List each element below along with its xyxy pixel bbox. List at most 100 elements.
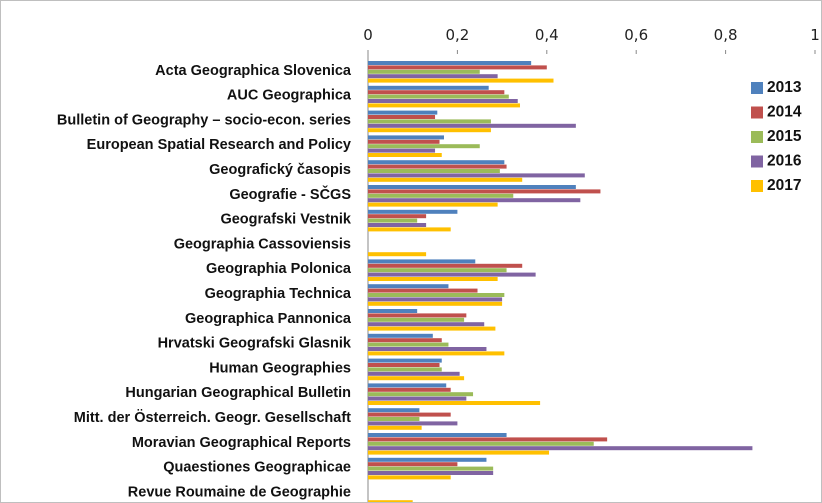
bar xyxy=(368,313,467,318)
bar xyxy=(368,78,554,83)
bar xyxy=(368,223,427,227)
legend-swatch xyxy=(751,106,763,119)
bar xyxy=(368,441,594,446)
bar xyxy=(368,471,494,475)
bar xyxy=(368,338,442,343)
bar xyxy=(368,288,478,293)
bar xyxy=(368,450,550,455)
bar xyxy=(368,317,465,322)
series-2013 xyxy=(368,61,576,462)
bar xyxy=(368,214,427,219)
bar xyxy=(368,153,442,157)
bar xyxy=(368,433,507,437)
x-tick-label: 0,4 xyxy=(535,26,559,44)
category-axis: Acta Geographica Slovenica AUC Geographic… xyxy=(57,63,352,501)
bar xyxy=(368,347,487,351)
category-label: Geographia Technica xyxy=(205,286,352,302)
bar xyxy=(368,69,480,74)
bar xyxy=(368,164,507,169)
bar xyxy=(368,65,547,70)
bar xyxy=(368,417,420,421)
bar xyxy=(368,412,451,417)
bar xyxy=(368,297,503,302)
bar xyxy=(368,387,451,392)
bar xyxy=(368,408,420,413)
bar xyxy=(368,500,413,502)
bar-series-group xyxy=(368,61,753,502)
bar xyxy=(368,252,427,257)
category-label: Moravian Geographical Reports xyxy=(132,435,351,451)
bar xyxy=(368,367,442,372)
category-label: Acta Geographica Slovenica xyxy=(155,63,352,79)
bar xyxy=(368,115,436,119)
bar xyxy=(368,392,474,397)
bar xyxy=(368,462,458,467)
bar xyxy=(368,148,436,153)
bar xyxy=(368,169,500,173)
category-label: Mitt. der Österreich. Geogr. Gesellschaf… xyxy=(74,409,351,426)
category-label: Human Geographies xyxy=(209,360,351,376)
bar xyxy=(368,376,465,381)
series-2016 xyxy=(368,74,753,475)
legend-label: 2016 xyxy=(767,153,802,170)
category-label: Hrvatski Geografski Glasnik xyxy=(158,336,352,352)
x-tick-label: 0,2 xyxy=(445,26,469,44)
series-2015 xyxy=(368,69,594,471)
bar xyxy=(368,202,498,207)
bar xyxy=(368,90,505,95)
bar xyxy=(368,272,536,277)
bar xyxy=(368,396,467,401)
category-label: Geographia Cassoviensis xyxy=(174,236,351,252)
category-label: Bulletin of Geography – socio-econ. seri… xyxy=(57,112,351,128)
bar xyxy=(368,475,451,480)
bar xyxy=(368,160,505,165)
bar xyxy=(368,198,581,203)
x-tick-label: 0 xyxy=(363,26,373,44)
legend-label: 2015 xyxy=(767,128,802,145)
bar xyxy=(368,218,418,223)
bar xyxy=(368,309,418,313)
category-label: Geografski Vestnik xyxy=(220,212,351,228)
category-label: Hungarian Geographical Bulletin xyxy=(125,385,351,401)
bar xyxy=(368,425,422,430)
bar xyxy=(368,457,487,462)
bar xyxy=(368,209,458,214)
bar xyxy=(368,466,494,471)
category-label: Geographica Pannonica xyxy=(185,311,352,327)
bar xyxy=(368,383,447,388)
bar xyxy=(368,123,576,128)
bar xyxy=(368,301,503,306)
bar xyxy=(368,293,505,297)
bar xyxy=(368,277,498,281)
legend-swatch xyxy=(751,82,763,94)
bar xyxy=(368,193,514,198)
category-label: Geographia Polonica xyxy=(206,261,352,277)
bar xyxy=(368,173,585,178)
legend-label: 2014 xyxy=(767,104,802,121)
legend-swatch xyxy=(751,155,763,168)
bar xyxy=(368,99,518,103)
bar xyxy=(368,227,451,232)
x-tick-label: 0,8 xyxy=(714,26,738,44)
bar xyxy=(368,358,442,363)
category-label: Revue Roumaine de Geographie xyxy=(128,484,351,500)
bar xyxy=(368,268,507,273)
category-label: Geografie - SČGS xyxy=(229,185,351,203)
bar xyxy=(368,185,576,189)
bar xyxy=(368,401,541,405)
bar xyxy=(368,85,489,90)
bar xyxy=(368,135,444,140)
bar xyxy=(368,94,509,99)
bar xyxy=(368,177,523,182)
bar xyxy=(368,189,601,194)
bar xyxy=(368,259,476,264)
legend-label: 2017 xyxy=(767,177,801,194)
bar xyxy=(368,284,449,289)
bar xyxy=(368,421,458,426)
bar xyxy=(368,333,433,338)
category-label: AUC Geographica xyxy=(227,88,352,104)
bar xyxy=(368,351,505,356)
legend-swatch xyxy=(751,131,763,143)
